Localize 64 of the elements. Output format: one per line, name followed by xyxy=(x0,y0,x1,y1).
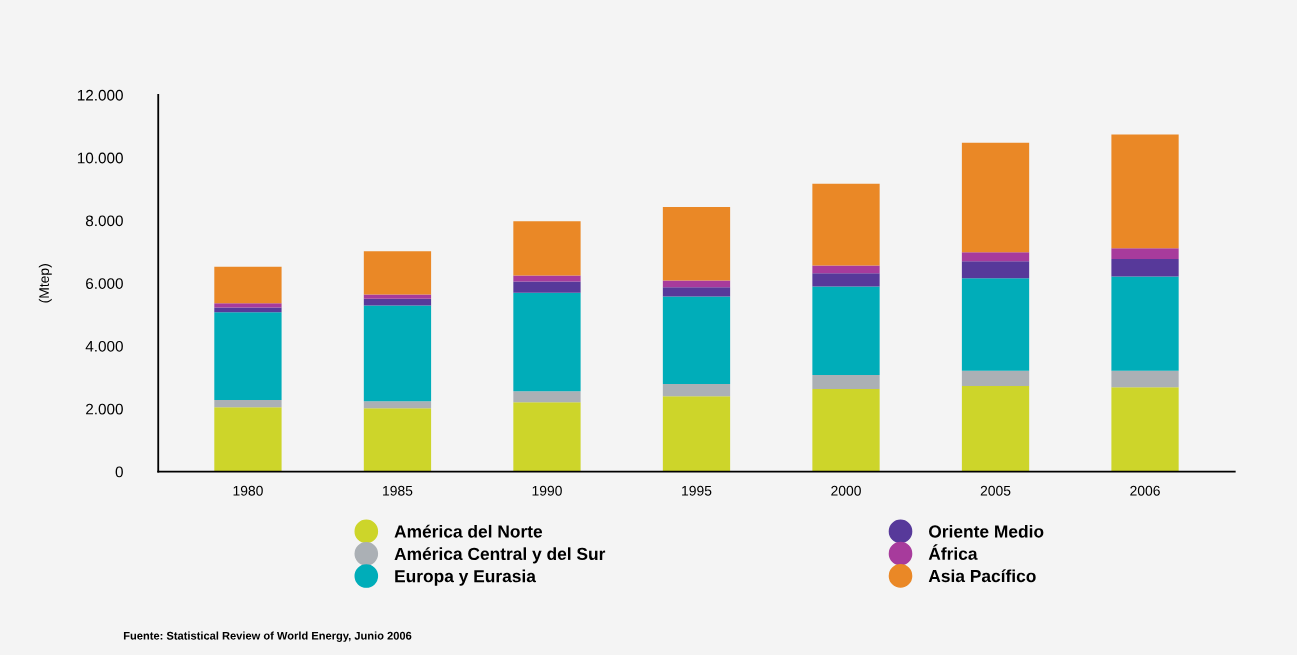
x-tick-label: 2005 xyxy=(980,485,1011,496)
bar xyxy=(662,280,731,288)
y-tick-label: 12.000 xyxy=(77,89,123,101)
bar xyxy=(214,307,282,313)
bar xyxy=(214,266,282,304)
bar xyxy=(961,385,1030,472)
bar xyxy=(961,261,1030,279)
bar xyxy=(961,278,1030,371)
bar xyxy=(812,389,880,472)
legend-label: América Central y del Sur xyxy=(394,547,606,564)
bar xyxy=(363,251,432,295)
bar xyxy=(214,312,282,401)
y-axis-title: (Mtep) xyxy=(38,264,52,303)
x-tick-label: 1995 xyxy=(682,485,712,496)
legend-label: Europa y Eurasia xyxy=(395,569,537,586)
y-tick-label: 0 xyxy=(115,466,123,478)
bar xyxy=(363,305,432,402)
bar xyxy=(1111,259,1179,277)
bar xyxy=(363,294,432,299)
bar xyxy=(662,207,731,281)
bar xyxy=(1111,248,1179,260)
y-tick-label: 8.000 xyxy=(85,215,123,227)
bar xyxy=(812,183,880,266)
legend-label: África xyxy=(928,544,978,560)
bar xyxy=(513,281,581,293)
bar xyxy=(961,252,1030,262)
bar xyxy=(1111,387,1179,472)
bar xyxy=(214,400,282,408)
bar xyxy=(214,303,282,308)
x-tick-label: 1990 xyxy=(532,485,562,496)
bar xyxy=(662,384,731,397)
bar xyxy=(1111,134,1179,249)
bar xyxy=(363,401,432,409)
bar xyxy=(513,402,581,472)
y-tick-label: 2.000 xyxy=(86,403,123,415)
bar xyxy=(513,275,581,282)
bar xyxy=(662,396,731,472)
bar xyxy=(1111,370,1179,388)
bar xyxy=(513,221,581,276)
legend-label: Asia Pacífico xyxy=(928,569,1036,583)
bar xyxy=(812,286,880,375)
bar xyxy=(961,142,1030,253)
bar xyxy=(1111,276,1179,371)
source-note: Fuente: Statistical Review of World Energy, Junio 2006 xyxy=(123,631,412,642)
bar xyxy=(662,296,731,385)
y-tick-label: 10.000 xyxy=(77,152,123,164)
bar xyxy=(812,265,880,274)
legend-label: Oriente Medio xyxy=(929,524,1044,538)
bar xyxy=(214,407,282,472)
y-tick-label: 6.000 xyxy=(86,278,123,289)
legend-label: América del Norte xyxy=(394,524,543,538)
bar xyxy=(812,374,880,390)
bar xyxy=(662,287,731,297)
bar xyxy=(513,391,581,403)
x-tick-label: 1985 xyxy=(383,485,413,496)
bar xyxy=(961,370,1030,386)
x-tick-label: 1980 xyxy=(233,485,263,496)
x-tick-label: 2000 xyxy=(831,485,861,496)
bar xyxy=(363,298,432,306)
y-tick-label: 4.000 xyxy=(85,340,123,352)
bar xyxy=(812,273,880,287)
x-tick-label: 2006 xyxy=(1130,485,1160,496)
bar xyxy=(363,408,432,472)
bar xyxy=(513,292,581,392)
